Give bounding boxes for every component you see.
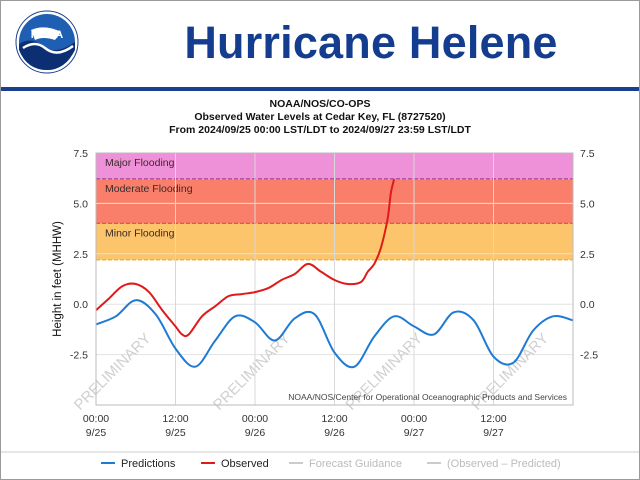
y-tick-left-2: 2.5 (73, 249, 88, 261)
y-tick-right-3: 5.0 (580, 198, 595, 210)
x-tick-date-1: 9/25 (165, 427, 186, 439)
credit-text: NOAA/NOS/Center for Operational Oceanogr… (288, 392, 567, 402)
legend-label-3[interactable]: (Observed – Predicted) (447, 458, 561, 470)
y-tick-right-2: 2.5 (580, 249, 595, 261)
x-axis-ticks: 00:00 9/25 12:00 9/25 00:00 9/26 12:00 9/26 00:0… (83, 413, 507, 439)
chart-title-line-2: Observed Water Levels at Cedar Key, FL (… (194, 111, 445, 123)
y-tick-left-4: 7.5 (73, 148, 88, 160)
y-tick-left-0: -2.5 (70, 350, 88, 362)
x-tick-date-4: 9/27 (404, 427, 425, 439)
header-divider (1, 87, 639, 91)
legend-label-0[interactable]: Predictions (121, 458, 176, 470)
y-tick-left-3: 5.0 (73, 198, 88, 210)
x-tick-time-2: 00:00 (242, 413, 268, 425)
header: NOAA Hurricane Helene (1, 1, 639, 87)
x-tick-time-3: 12:00 (321, 413, 347, 425)
series-line-predictions (95, 299, 574, 369)
chart-title-line-3: From 2024/09/25 00:00 LST/LDT to 2024/09… (169, 124, 471, 136)
legend-label-1[interactable]: Observed (221, 458, 269, 470)
x-tick-date-0: 9/25 (86, 427, 107, 439)
x-tick-time-0: 00:00 (83, 413, 109, 425)
x-tick-date-5: 9/27 (483, 427, 504, 439)
y-axis-left-ticks: -2.5 0.0 2.5 5.0 7.5 (70, 148, 88, 362)
y-axis-label: Height in feet (MHHW) (52, 221, 64, 337)
y-tick-right-0: -2.5 (580, 350, 598, 362)
page-title: Hurricane Helene (184, 17, 558, 68)
flood-zone-label-1: Moderate Flooding (105, 183, 193, 195)
x-tick-date-3: 9/26 (324, 427, 345, 439)
y-tick-right-4: 7.5 (580, 148, 595, 160)
y-axis-right-ticks: -2.5 0.0 2.5 5.0 7.5 (580, 148, 598, 362)
series-line-observed (95, 178, 396, 338)
series-lines (95, 178, 574, 369)
flood-zone-label-0: Major Flooding (105, 157, 175, 169)
chart-svg: NOAA/NOS/CO-OPS Observed Water Levels at… (1, 98, 639, 470)
x-tick-time-5: 12:00 (480, 413, 506, 425)
legend-label-2[interactable]: Forecast Guidance (309, 458, 402, 470)
noaa-logo: NOAA (15, 10, 79, 74)
x-tick-date-2: 9/26 (245, 427, 266, 439)
flood-zone-label-2: Minor Flooding (105, 228, 175, 240)
x-tick-time-4: 00:00 (401, 413, 427, 425)
water-level-chart: NOAA/NOS/CO-OPS Observed Water Levels at… (1, 91, 639, 479)
x-tick-time-1: 12:00 (162, 413, 188, 425)
legend: Predictions Observed Forecast Guidance (Obs… (101, 458, 561, 470)
logo-text: NOAA (31, 29, 63, 41)
chart-title-line-1: NOAA/NOS/CO-OPS (270, 98, 371, 110)
y-tick-left-1: 0.0 (73, 299, 88, 311)
y-tick-right-1: 0.0 (580, 299, 595, 311)
plot-border (95, 152, 574, 406)
